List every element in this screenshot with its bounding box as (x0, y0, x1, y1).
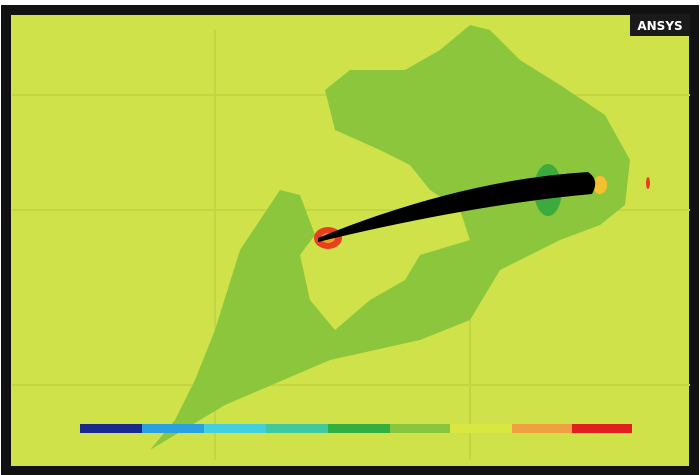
inner-yellow (320, 245, 400, 300)
color-bar-segment (572, 424, 632, 433)
color-bar-segment (80, 424, 142, 433)
color-bar-segment (390, 424, 450, 433)
logo: ANSYS (637, 19, 682, 33)
small-spot (646, 177, 650, 189)
green-region (150, 25, 630, 450)
color-bar-segment (266, 424, 328, 433)
color-bar-segment (204, 424, 266, 433)
tip-spot (593, 176, 607, 194)
color-bar-segment (142, 424, 204, 433)
logo-bg (630, 14, 690, 36)
color-bar-segment (450, 424, 512, 433)
color-bar-segment (328, 424, 390, 433)
color-bar-segment (512, 424, 572, 433)
blade (318, 172, 596, 242)
color-bar (80, 424, 632, 433)
